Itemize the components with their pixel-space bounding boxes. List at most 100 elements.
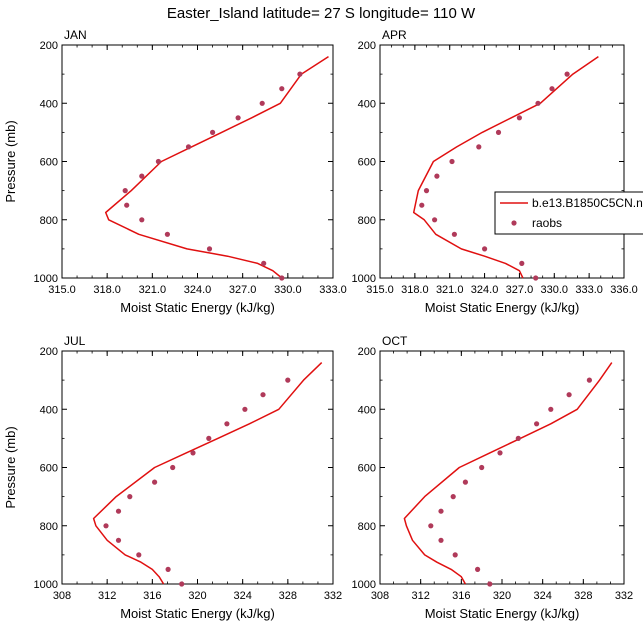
y-tick-label: 600 <box>40 157 58 169</box>
obs-point <box>165 566 171 573</box>
obs-point <box>122 188 128 194</box>
x-tick-label: 328 <box>279 590 297 602</box>
y-tick-label: 400 <box>40 404 58 416</box>
x-tick-label: 316 <box>143 590 161 602</box>
obs-point <box>462 479 468 485</box>
obs-point <box>164 231 170 237</box>
x-tick-label: 315.0 <box>48 284 76 296</box>
obs-point <box>451 231 457 237</box>
obs-point <box>586 377 593 383</box>
x-tick-label: 312 <box>411 590 429 602</box>
obs-point <box>124 202 130 208</box>
obs-point <box>497 450 503 456</box>
y-tick-label: 1000 <box>352 273 376 285</box>
x-tick-label: 324.0 <box>471 284 499 296</box>
legend-obs-marker <box>511 220 517 226</box>
x-tick-label: 330.0 <box>274 284 302 296</box>
model-series-line <box>92 362 323 585</box>
panel-JAN: JAN 315.0 318.0 321.0 324.0 327.0 330.0 333.0 20… <box>3 28 347 315</box>
obs-point <box>115 537 122 543</box>
x-tick-label: 333.0 <box>575 284 603 296</box>
panel-JUL: JUL 308 312 316 320 324 328 332 200 400 600 800 1000… <box>3 334 342 621</box>
x-tick-label: 328 <box>574 590 592 602</box>
y-tick-label: 600 <box>358 157 376 169</box>
obs-point <box>285 377 291 383</box>
y-tick-label: 800 <box>40 215 58 227</box>
obs-point <box>279 86 285 92</box>
x-tick-label: 316 <box>452 590 470 602</box>
y-axis-label: Pressure (mb) <box>3 426 18 508</box>
obs-point <box>155 158 161 165</box>
obs-point <box>206 246 213 252</box>
x-tick-label: 324 <box>233 590 251 602</box>
obs-point <box>297 71 303 77</box>
x-tick-label: 327.0 <box>229 284 257 296</box>
x-tick-label: 312 <box>98 590 116 602</box>
obs-point <box>475 566 481 573</box>
obs-point <box>533 275 539 281</box>
x-tick-label: 321.0 <box>436 284 464 296</box>
y-tick-label: 200 <box>358 40 376 52</box>
y-axis-label: Pressure (mb) <box>3 120 18 202</box>
x-tick-label: 333.0 <box>319 284 347 296</box>
obs-point <box>127 494 133 500</box>
x-tick-label: 308 <box>53 590 71 602</box>
y-tick-label: 800 <box>358 521 376 533</box>
x-tick-label: 336.0 <box>610 284 638 296</box>
panel-label: JUL <box>64 334 86 348</box>
x-tick-label: 320 <box>493 590 511 602</box>
obs-point <box>242 406 248 412</box>
obs-point <box>438 537 444 543</box>
x-tick-label: 318.0 <box>401 284 429 296</box>
x-tick-label: 332 <box>324 590 342 602</box>
y-tick-label: 200 <box>358 346 376 358</box>
legend-obs-label: raobs <box>532 216 562 230</box>
obs-point <box>549 86 555 92</box>
x-axis-label: Moist Static Energy (kJ/kg) <box>425 300 580 315</box>
obs-point <box>534 421 540 427</box>
legend-model-label: b.e13.B1850C5CN.n <box>532 196 643 210</box>
obs-point <box>139 217 145 223</box>
figure-title: Easter_Island latitude= 27 S longitude= … <box>167 5 476 22</box>
model-series-line <box>403 362 613 585</box>
obs-point <box>419 202 425 208</box>
obs-point <box>279 275 285 281</box>
x-tick-label: 320 <box>188 590 206 602</box>
obs-point <box>190 450 196 456</box>
obs-point <box>259 100 265 106</box>
plot-frame <box>379 44 625 279</box>
y-tick-label: 400 <box>40 98 58 110</box>
y-tick-label: 800 <box>40 521 58 533</box>
y-tick-label: 400 <box>358 98 376 110</box>
obs-point <box>428 523 434 529</box>
y-tick-label: 200 <box>40 40 58 52</box>
x-tick-label: 330.0 <box>541 284 569 296</box>
obs-point <box>115 508 122 514</box>
obs-point <box>136 552 142 558</box>
obs-point <box>476 144 482 150</box>
panel-label: JAN <box>64 28 87 42</box>
y-tick-label: 600 <box>40 463 58 475</box>
obs-point <box>495 129 502 135</box>
obs-point <box>185 144 192 150</box>
obs-point <box>548 406 554 412</box>
y-tick-label: 600 <box>358 463 376 475</box>
y-tick-label: 1000 <box>34 579 58 591</box>
model-series-line <box>104 55 329 279</box>
obs-point <box>432 217 438 223</box>
obs-point <box>210 129 216 135</box>
y-tick-label: 1000 <box>34 273 58 285</box>
obs-point <box>235 115 241 121</box>
obs-point <box>566 392 572 398</box>
obs-point <box>519 260 525 266</box>
y-tick-label: 200 <box>40 346 58 358</box>
plot-frame <box>379 350 625 585</box>
plot-frame <box>61 44 334 279</box>
obs-point <box>139 173 145 179</box>
x-tick-label: 324.0 <box>184 284 212 296</box>
plot-frame <box>61 350 334 585</box>
x-tick-label: 308 <box>371 590 389 602</box>
obs-point <box>423 188 430 194</box>
x-tick-label: 324 <box>533 590 551 602</box>
